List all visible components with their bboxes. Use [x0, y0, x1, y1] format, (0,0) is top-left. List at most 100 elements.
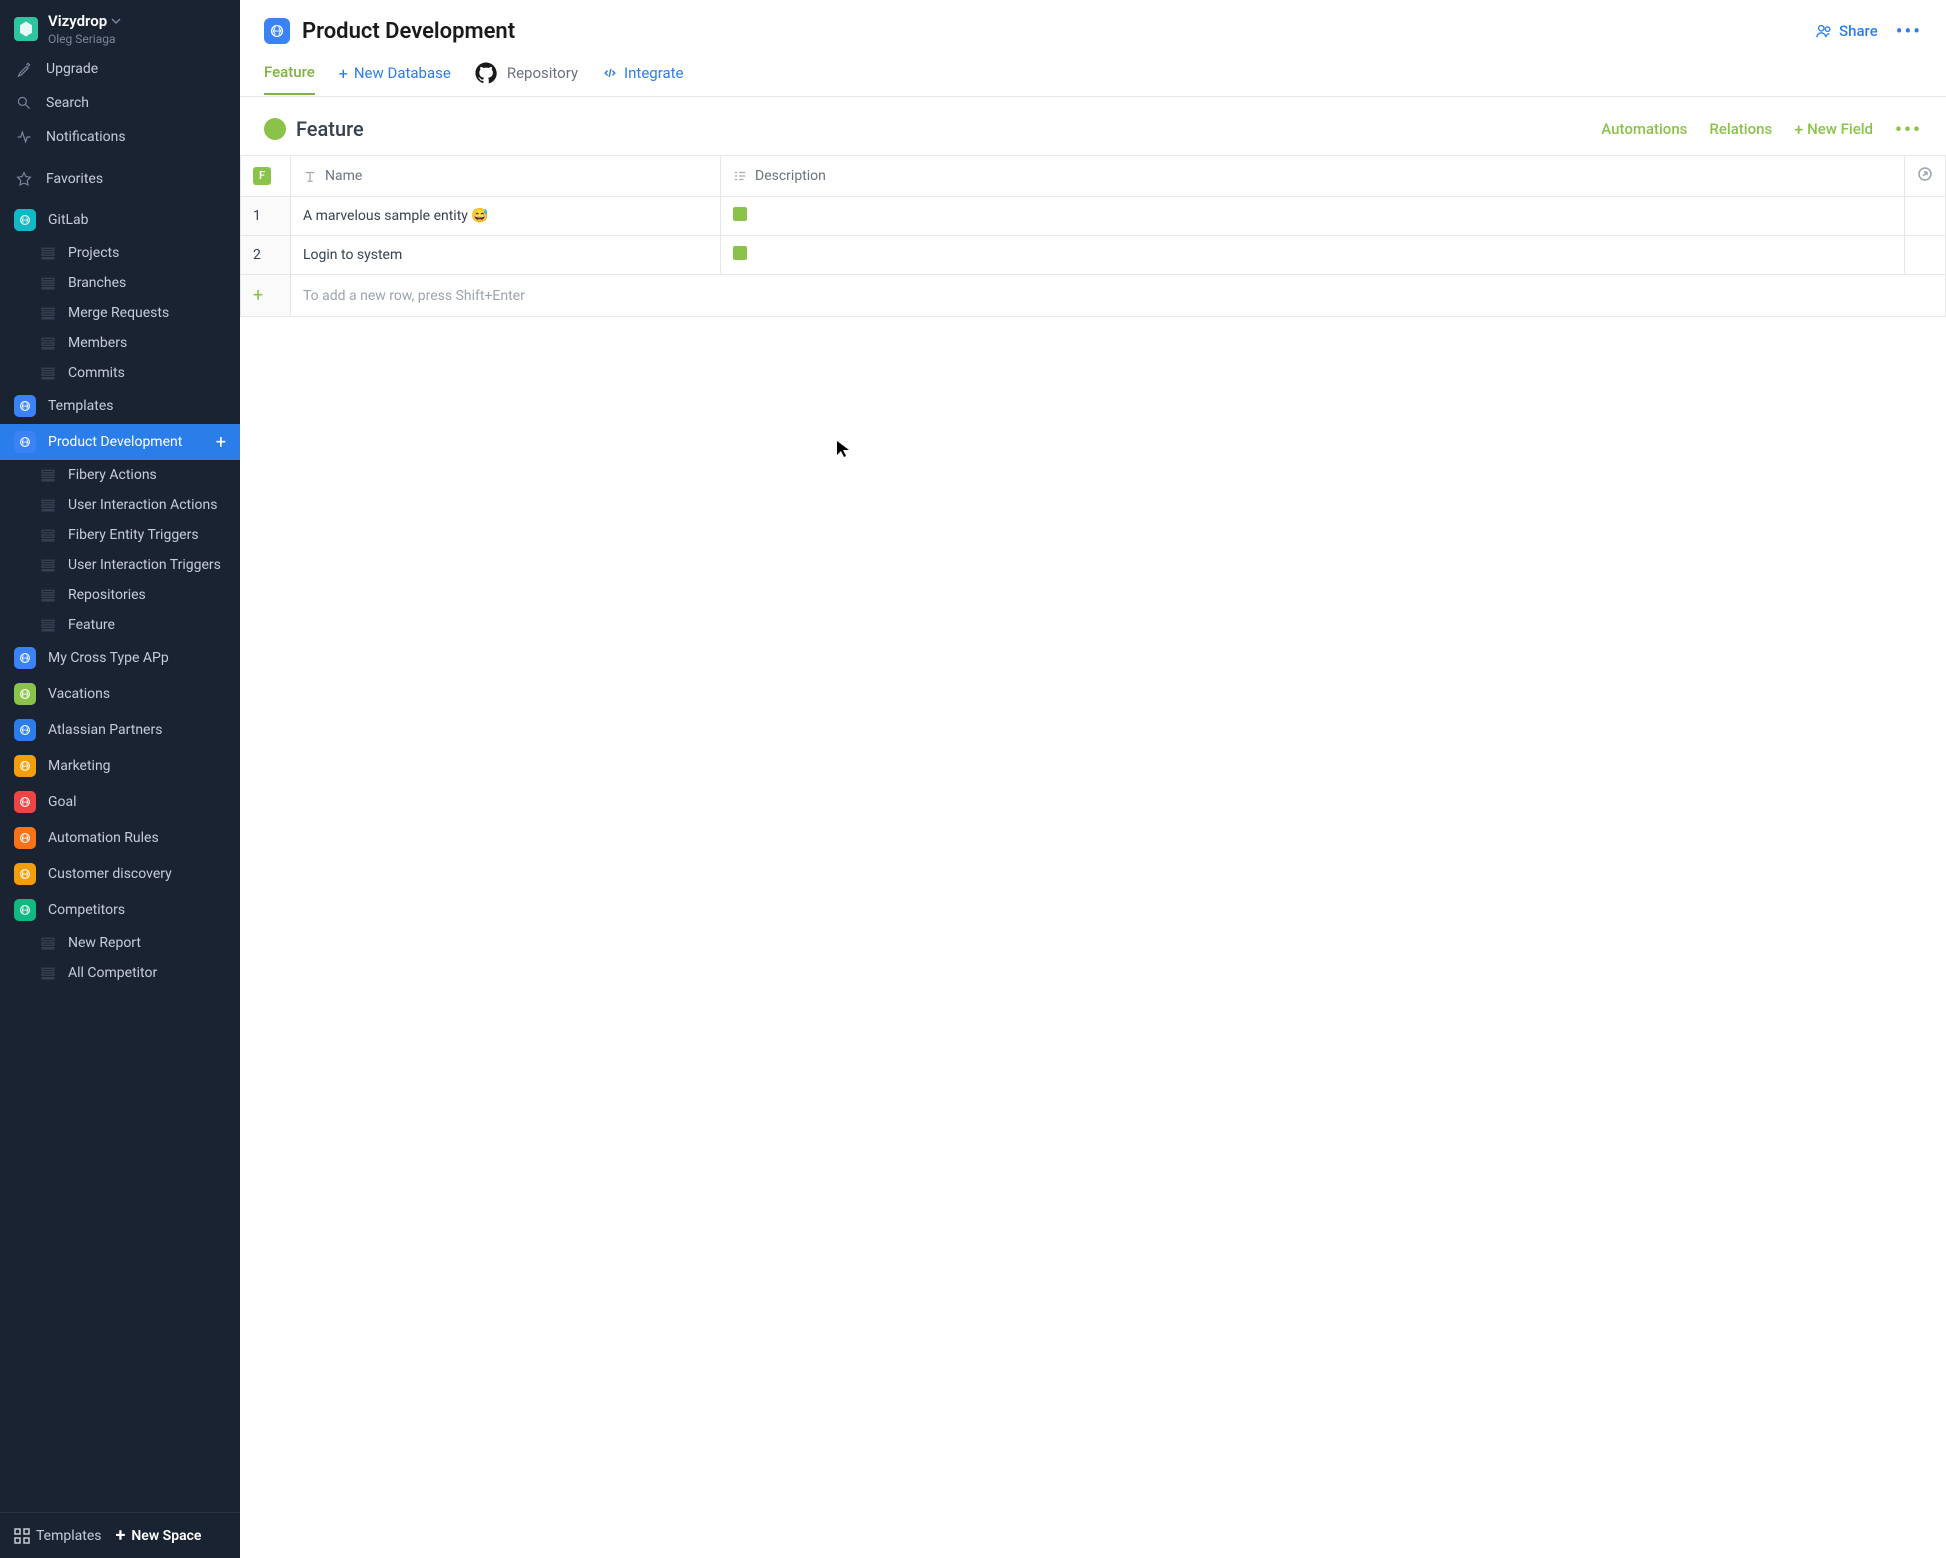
view-icon [40, 365, 56, 381]
text-icon [303, 169, 317, 183]
cell-description[interactable] [721, 236, 1905, 275]
sidebar-app-product-development[interactable]: Product Development+ [0, 424, 240, 460]
nav-upgrade[interactable]: Upgrade [0, 52, 240, 86]
add-in-space-icon[interactable]: + [216, 432, 226, 453]
nav-favorites[interactable]: Favorites [0, 162, 240, 196]
richtext-chip-icon [733, 246, 747, 260]
sidebar-app-gitlab[interactable]: GitLab [0, 202, 240, 238]
tabs-bar: Feature + New Database Repository Integr… [240, 44, 1946, 97]
sidebar-subitem-user-interaction-triggers[interactable]: User Interaction Triggers [0, 550, 240, 580]
app-icon [14, 647, 36, 669]
cell-name[interactable]: Login to system [291, 236, 721, 275]
workspace-logo-icon [14, 17, 38, 41]
plus-icon: + [116, 1525, 126, 1546]
workspace-header[interactable]: Vizydrop Oleg Seriaga [0, 0, 240, 52]
view-icon [40, 467, 56, 483]
chevron-down-icon [111, 16, 121, 26]
app-icon [14, 791, 36, 813]
view-icon [40, 335, 56, 351]
sidebar-subitem-fibery-entity-triggers[interactable]: Fibery Entity Triggers [0, 520, 240, 550]
automations-button[interactable]: Automations [1601, 120, 1687, 138]
view-icon [40, 557, 56, 573]
richtext-chip-icon [733, 207, 747, 221]
search-icon [14, 93, 34, 113]
sidebar-subitem-fibery-actions[interactable]: Fibery Actions [0, 460, 240, 490]
app-icon [14, 431, 36, 453]
header-more-button[interactable]: ••• [1896, 19, 1922, 43]
sidebar-subitem-all-competitor[interactable]: All Competitor [0, 958, 240, 988]
nav-notifications[interactable]: Notifications [0, 120, 240, 154]
workspace-name: Vizydrop [48, 12, 107, 30]
footer-new-space[interactable]: + New Space [116, 1525, 202, 1546]
tab-feature[interactable]: Feature [264, 63, 315, 95]
column-header-name[interactable]: Name [291, 156, 721, 197]
tab-integrate[interactable]: Integrate [602, 64, 683, 94]
add-row-hint: To add a new row, press Shift+Enter [291, 275, 1946, 317]
add-row[interactable]: +To add a new row, press Shift+Enter [241, 275, 1946, 317]
sidebar-app-marketing[interactable]: Marketing [0, 748, 240, 784]
plus-icon: + [1794, 120, 1803, 139]
sidebar-subitem-members[interactable]: Members [0, 328, 240, 358]
sidebar-app-goal[interactable]: Goal [0, 784, 240, 820]
sidebar-subitem-merge-requests[interactable]: Merge Requests [0, 298, 240, 328]
sidebar: Vizydrop Oleg Seriaga Upgrade Search Not… [0, 0, 240, 1558]
sidebar-app-templates[interactable]: Templates [0, 388, 240, 424]
space-icon [264, 18, 290, 44]
footer-templates[interactable]: Templates [14, 1528, 102, 1544]
star-icon [14, 169, 34, 189]
column-handle: F [241, 156, 291, 197]
relations-button[interactable]: Relations [1709, 120, 1772, 138]
table-row[interactable]: 2Login to system [241, 236, 1946, 275]
sidebar-app-automation-rules[interactable]: Automation Rules [0, 820, 240, 856]
view-icon [40, 245, 56, 261]
view-icon [40, 587, 56, 603]
view-icon [40, 305, 56, 321]
sidebar-footer: Templates + New Space [0, 1512, 240, 1558]
page-title: Product Development [302, 19, 515, 44]
tab-repository[interactable]: Repository [475, 62, 578, 96]
sidebar-app-my-cross-type-app[interactable]: My Cross Type APp [0, 640, 240, 676]
app-icon [14, 395, 36, 417]
share-button[interactable]: Share [1815, 22, 1878, 40]
new-field-button[interactable]: + New Field [1794, 120, 1873, 139]
app-icon [14, 863, 36, 885]
data-table: F Name Description 1A mar [240, 155, 1946, 317]
sidebar-app-competitors[interactable]: Competitors [0, 892, 240, 928]
cell-description[interactable] [721, 197, 1905, 236]
view-icon [40, 617, 56, 633]
view-icon [40, 935, 56, 951]
view-icon [40, 527, 56, 543]
tab-new-database[interactable]: + New Database [339, 64, 451, 95]
integrate-icon [602, 65, 618, 81]
sidebar-subitem-feature[interactable]: Feature [0, 610, 240, 640]
database-more-button[interactable]: ••• [1895, 117, 1922, 141]
sidebar-subitem-commits[interactable]: Commits [0, 358, 240, 388]
app-icon [14, 755, 36, 777]
richtext-icon [733, 169, 747, 183]
sidebar-subitem-projects[interactable]: Projects [0, 238, 240, 268]
view-icon [40, 965, 56, 981]
sidebar-app-atlassian-partners[interactable]: Atlassian Partners [0, 712, 240, 748]
activity-icon [14, 127, 34, 147]
sidebar-subitem-repositories[interactable]: Repositories [0, 580, 240, 610]
page-header: Product Development Share ••• [240, 0, 1946, 44]
row-number: 2 [241, 236, 291, 275]
view-icon [40, 497, 56, 513]
nav-search[interactable]: Search [0, 86, 240, 120]
sidebar-subitem-new-report[interactable]: New Report [0, 928, 240, 958]
column-expand[interactable] [1905, 156, 1946, 197]
people-icon [1815, 22, 1833, 40]
grid-icon [14, 1528, 30, 1544]
app-icon [14, 899, 36, 921]
sidebar-app-customer-discovery[interactable]: Customer discovery [0, 856, 240, 892]
column-header-description[interactable]: Description [721, 156, 1905, 197]
table-row[interactable]: 1A marvelous sample entity 😅 [241, 197, 1946, 236]
database-color-dot [264, 118, 286, 140]
sidebar-app-vacations[interactable]: Vacations [0, 676, 240, 712]
sidebar-subitem-user-interaction-actions[interactable]: User Interaction Actions [0, 490, 240, 520]
plus-icon: + [339, 64, 348, 83]
cell-name[interactable]: A marvelous sample entity 😅 [291, 197, 721, 236]
expand-icon [1917, 166, 1933, 182]
sidebar-subitem-branches[interactable]: Branches [0, 268, 240, 298]
database-title[interactable]: Feature [296, 117, 364, 141]
